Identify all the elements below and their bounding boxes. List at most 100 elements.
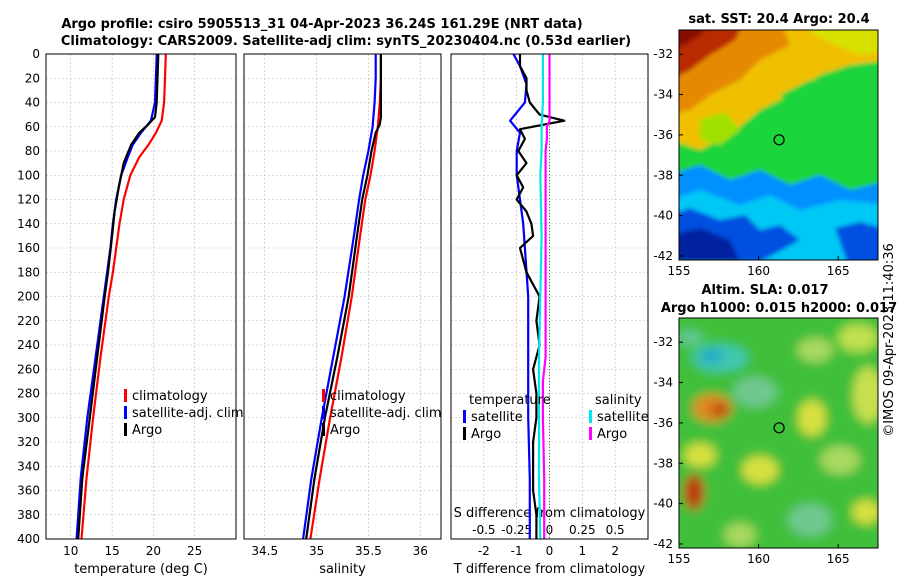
temperature-x-tick-label: 20	[146, 544, 161, 558]
depth-tick-label: 140	[17, 217, 40, 231]
depth-tick-label: 240	[17, 338, 40, 352]
sst-map: sat. SST: 20.4 Argo: 20.4 155 160 165 -32 -3…	[653, 12, 879, 278]
difference-legend-label-satellite: satellite	[471, 410, 523, 425]
difference-series-argo	[515, 54, 566, 539]
temperature-legend-swatch-climatology	[124, 389, 127, 402]
temperature-legend-swatch-satellite	[124, 406, 127, 419]
sst_map-y-tick-label: -42	[653, 249, 673, 263]
temperature-x-tick-label: 10	[63, 544, 78, 558]
difference-s-tick-label: -0.25	[501, 523, 532, 537]
difference-series-sal_argo	[541, 54, 551, 539]
difference-series-satellite	[509, 53, 531, 539]
salinity-series-satellite	[302, 54, 377, 540]
sst_map-y-tick-label: -38	[653, 168, 673, 182]
temperature-x-axis-label: temperature (deg C)	[74, 562, 208, 577]
depth-tick-label: 220	[17, 314, 40, 328]
sst_map-x-tick-label: 160	[747, 264, 770, 278]
temperature-x-tick-label: 25	[187, 544, 202, 558]
temperature-frame	[45, 53, 237, 540]
difference-legend-swatch-sal_satellite	[589, 410, 592, 423]
depth-tick-label: 160	[17, 241, 40, 255]
sla_map-y-tick-label: -34	[653, 376, 673, 390]
depth-tick-label: 40	[25, 96, 40, 110]
imos-watermark: ©IMOS 09-Apr-2023 11:40:36	[882, 243, 897, 437]
difference-legend-swatch-satellite	[463, 410, 466, 423]
salinity-x-tick-label: 35	[309, 544, 324, 558]
depth-tick-label: 400	[17, 532, 40, 546]
sla_map-x-tick-label: 165	[827, 552, 850, 566]
temperature-x-tick-label: 15	[104, 544, 119, 558]
sst_map-y-tick-label: -40	[653, 209, 673, 223]
sla_map-y-tick-label: -32	[653, 335, 673, 349]
difference-s-tick-label: 0.25	[569, 523, 596, 537]
temperature-panel: 0 20 40 60 80 100 120 140 160 180 200 220 240 260 280 3…	[17, 47, 244, 577]
sst_map-y-tick-label: -34	[653, 88, 673, 102]
salinity-x-tick-label: 36	[413, 544, 428, 558]
sst_map-x-tick-label: 155	[668, 264, 691, 278]
difference-x-tick-label: -1	[511, 544, 523, 558]
temperature-series-argo	[77, 53, 160, 540]
depth-tick-label: 380	[17, 508, 40, 522]
temperature-legend-swatch-argo	[124, 423, 127, 436]
sst-map-frame	[678, 29, 879, 261]
depth-tick-label: 340	[17, 459, 40, 473]
salinity-x-tick-label: 35.5	[355, 544, 382, 558]
difference-s-axis-label: S difference from climatology	[454, 506, 646, 521]
depth-tick-label: 320	[17, 435, 40, 449]
salinity-legend-label-argo: Argo	[330, 423, 360, 438]
temperature-series-climatology	[80, 53, 167, 540]
difference-x-tick-label: -2	[478, 544, 490, 558]
salinity-legend-swatch-argo	[322, 423, 325, 436]
depth-tick-label: 180	[17, 265, 40, 279]
difference-legend-temperature-title: temperature	[469, 393, 551, 408]
salinity-panel: 34.5 35 35.5 36 salinity climatology satellite…	[243, 53, 442, 577]
difference-panel: -2 -1 0 1 2 T difference from climatology S di…	[450, 53, 649, 577]
sla-map-frame	[678, 317, 879, 549]
difference-s-tick-label: 0	[546, 523, 554, 537]
salinity-x-tick-label: 34.5	[251, 544, 278, 558]
temperature-legend-label-satellite: satellite-adj. clim	[132, 406, 244, 421]
depth-tick-label: 260	[17, 362, 40, 376]
depth-tick-label: 360	[17, 484, 40, 498]
depth-tick-label: 100	[17, 168, 40, 182]
sla_map-y-tick-label: -40	[653, 497, 673, 511]
depth-tick-label: 120	[17, 193, 40, 207]
sst-argo-marker	[773, 134, 785, 146]
salinity-x-axis-label: salinity	[319, 562, 366, 577]
difference-legend-label-sal_satellite: satellite	[597, 410, 649, 425]
difference-legend-label-sal_argo: Argo	[597, 427, 627, 442]
figure-title-line1: Argo profile: csiro 5905513_31 04-Apr-20…	[61, 17, 582, 32]
difference-frame	[450, 53, 649, 540]
sst-map-title: sat. SST: 20.4 Argo: 20.4	[688, 12, 869, 27]
sst_map-x-tick-label: 165	[827, 264, 850, 278]
difference-legend-label-argo: Argo	[471, 427, 501, 442]
salinity-legend-label-climatology: climatology	[330, 389, 406, 404]
salinity-legend-swatch-satellite	[322, 406, 325, 419]
depth-tick-label: 200	[17, 290, 40, 304]
depth-tick-label: 60	[25, 120, 40, 134]
depth-tick-label: 0	[32, 47, 40, 61]
depth-tick-label: 300	[17, 411, 40, 425]
depth-tick-label: 80	[25, 144, 40, 158]
difference-legend-salinity-title: salinity	[595, 393, 642, 408]
salinity-legend-swatch-climatology	[322, 389, 325, 402]
temperature-legend-label-climatology: climatology	[132, 389, 208, 404]
difference-x-tick-label: 1	[579, 544, 587, 558]
sla-map-title-line2: Argo h1000: 0.015 h2000: 0.017	[661, 301, 897, 316]
sla_map-y-tick-label: -38	[653, 456, 673, 470]
depth-tick-label: 20	[25, 71, 40, 85]
difference-legend-swatch-sal_argo	[589, 427, 592, 440]
salinity-legend-label-satellite: satellite-adj. clim	[330, 406, 442, 421]
sla_map-y-tick-label: -42	[653, 537, 673, 551]
sla_map-y-tick-label: -36	[653, 416, 673, 430]
depth-tick-label: 280	[17, 387, 40, 401]
difference-x-axis-label: T difference from climatology	[453, 562, 646, 577]
difference-s-tick-label: -0.5	[472, 523, 495, 537]
temperature-plot-area	[46, 54, 236, 539]
difference-legend-swatch-argo	[463, 427, 466, 440]
difference-series-sal_satellite	[537, 54, 545, 540]
temperature-legend-label-argo: Argo	[132, 423, 162, 438]
difference-s-tick-label: 0.5	[606, 523, 625, 537]
sla-argo-marker	[773, 422, 785, 434]
